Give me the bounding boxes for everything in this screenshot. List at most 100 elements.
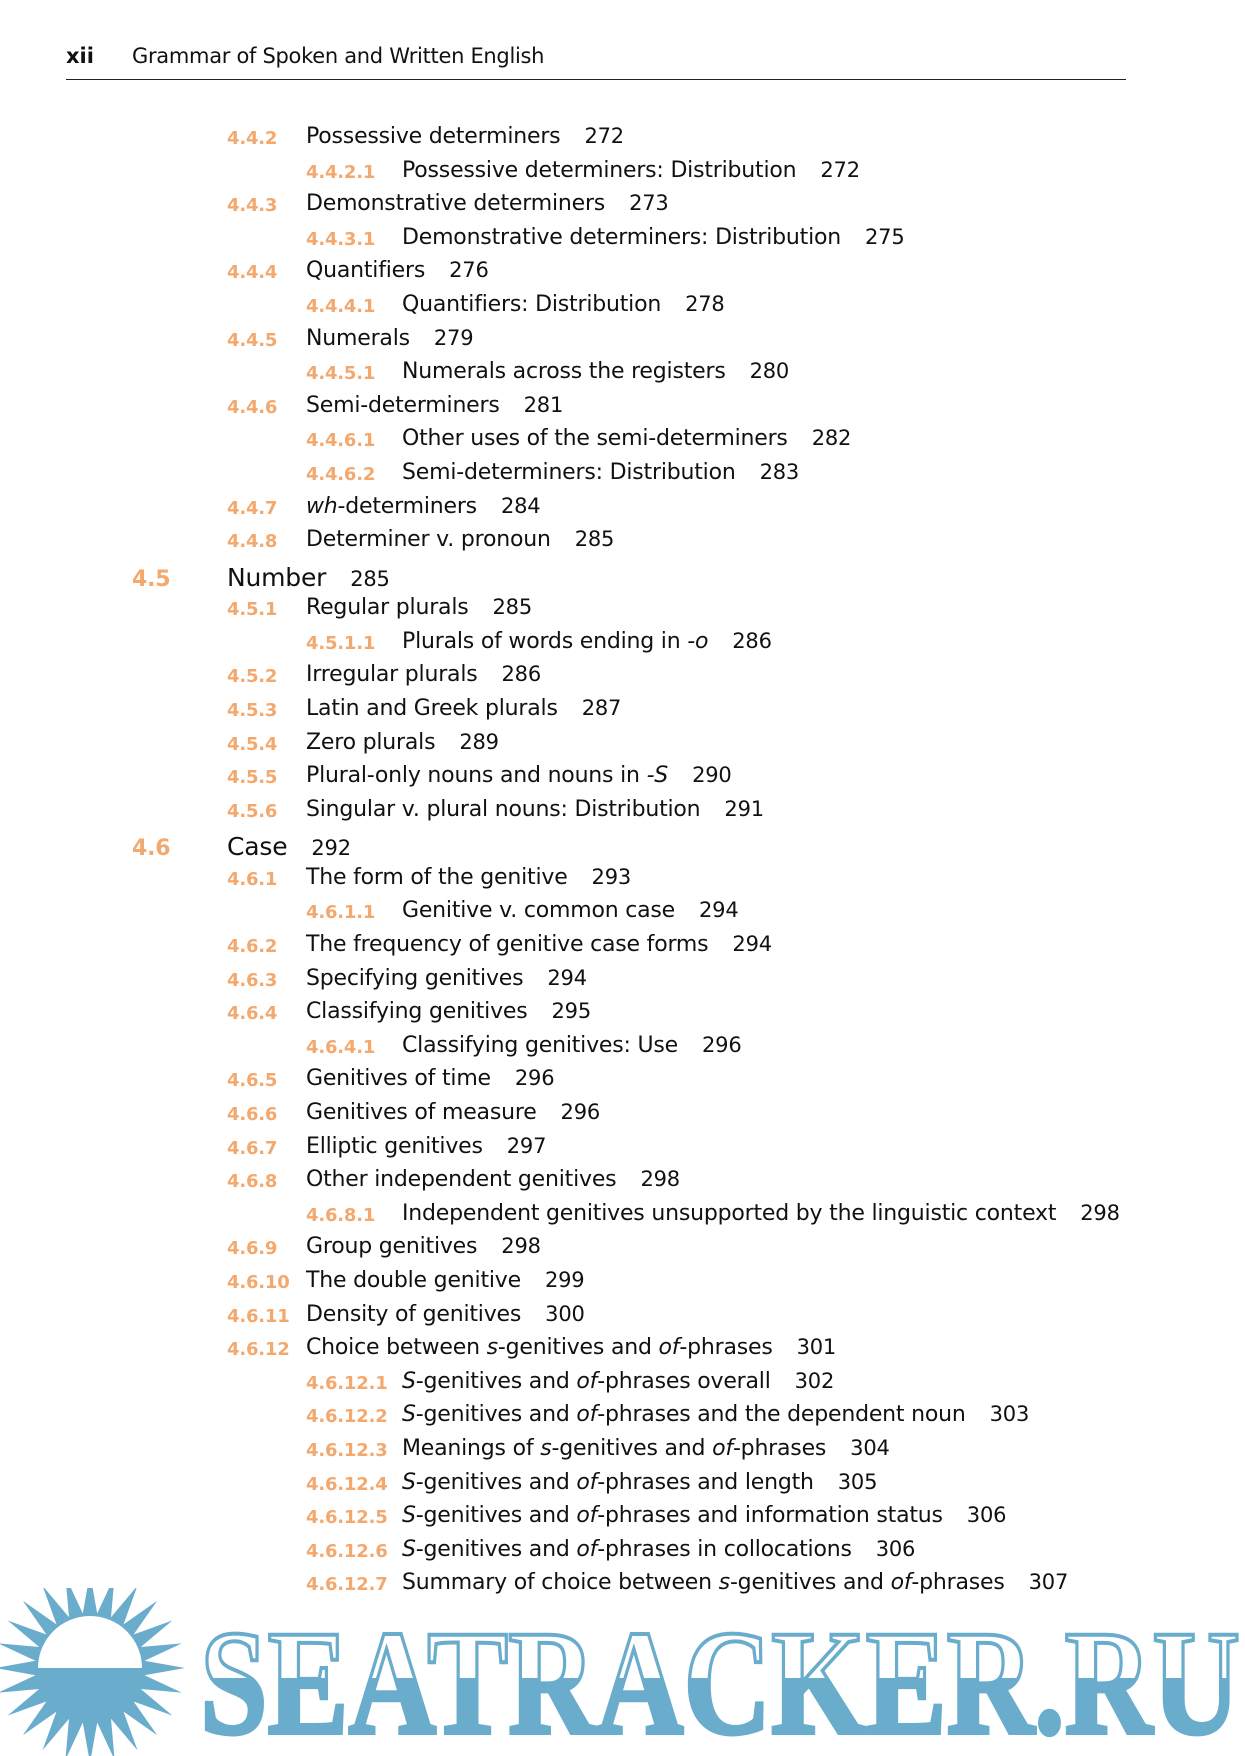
toc-entry[interactable]: 4.6.12.5 S-genitives and of-phrases and i… xyxy=(0,1503,1245,1537)
title-segment: Elliptic genitives xyxy=(306,1133,483,1159)
toc-entry[interactable]: 4.6.12.7 Summary of choice between s-geni… xyxy=(0,1570,1245,1604)
title-segment: -phrases in collocations xyxy=(597,1536,852,1562)
page-folio: xii xyxy=(66,44,94,68)
toc-entry[interactable]: 4.4.6.1 Other uses of the semi-determiner… xyxy=(0,426,1245,460)
book-title: Grammar of Spoken and Written English xyxy=(132,44,545,68)
toc-entry[interactable]: 4.6.9 Group genitives 298 xyxy=(0,1234,1245,1268)
toc-entry[interactable]: 4.4.5.1 Numerals across the registers 280 xyxy=(0,359,1245,393)
page-number: 285 xyxy=(350,566,390,591)
section-title: Case 292 xyxy=(227,832,351,861)
toc-entry[interactable]: 4.6.12.4 S-genitives and of-phrases and l… xyxy=(0,1470,1245,1504)
section-title: The form of the genitive 293 xyxy=(306,865,631,890)
title-segment: Demonstrative determiners: Distribution xyxy=(402,224,842,250)
section-number: 4.4.6 xyxy=(227,396,278,418)
section-title: Classifying genitives: Use 296 xyxy=(402,1032,742,1058)
section-title: Number 285 xyxy=(227,563,390,592)
toc-entry[interactable]: 4.6.4.1 Classifying genitives: Use 296 xyxy=(0,1033,1245,1067)
title-segment: Case xyxy=(227,832,288,862)
section-number: 4.5 xyxy=(132,566,171,592)
toc-entry[interactable]: 4.6.3 Specifying genitives 294 xyxy=(0,966,1245,1000)
toc-entry[interactable]: 4.5.1.1 Plurals of words ending in -o 286 xyxy=(0,629,1245,663)
section-title: Plural-only nouns and nouns in -S 290 xyxy=(306,763,732,788)
toc-entry[interactable]: 4.4.5 Numerals 279 xyxy=(0,326,1245,360)
toc-entry[interactable]: 4.6.5 Genitives of time 296 xyxy=(0,1066,1245,1100)
section-number: 4.6.12.6 xyxy=(306,1540,388,1562)
toc-entry[interactable]: 4.4.2.1 Possessive determiners: Distribut… xyxy=(0,158,1245,192)
toc-entry[interactable]: 4.6.12.3 Meanings of s-genitives and of-p… xyxy=(0,1436,1245,1470)
toc-entry[interactable]: 4.5.5 Plural-only nouns and nouns in -S 29… xyxy=(0,763,1245,797)
title-segment: Independent genitives unsupported by the… xyxy=(402,1200,1057,1226)
toc-entry[interactable]: 4.5.4 Zero plurals 289 xyxy=(0,730,1245,764)
page-number: 283 xyxy=(759,459,800,484)
title-segment: Genitives of measure xyxy=(306,1100,537,1126)
toc-entry[interactable]: 4.5.1 Regular plurals 285 xyxy=(0,595,1245,629)
title-segment: -genitives and xyxy=(551,1435,713,1461)
page-number: 294 xyxy=(732,932,772,957)
toc-entry[interactable]: 4.6.6 Genitives of measure 296 xyxy=(0,1100,1245,1134)
page-number: 294 xyxy=(547,965,587,990)
section-title: Regular plurals 285 xyxy=(306,595,532,620)
title-segment: -genitives and xyxy=(415,1503,577,1529)
toc-entry[interactable]: 4.6.4 Classifying genitives 295 xyxy=(0,999,1245,1033)
section-number: 4.6.5 xyxy=(227,1070,278,1092)
title-segment: S xyxy=(402,1503,416,1529)
toc-entry[interactable]: 4.6.2 The frequency of genitive case form… xyxy=(0,932,1245,966)
toc-entry[interactable]: 4.5 Number 285 xyxy=(0,561,1245,596)
toc-entry[interactable]: 4.6.11 Density of genitives 300 xyxy=(0,1302,1245,1336)
title-segment: Genitive v. common case xyxy=(402,898,676,924)
toc-entry[interactable]: 4.4.3 Demonstrative determiners 273 xyxy=(0,191,1245,225)
toc-entry[interactable]: 4.6.10 The double genitive 299 xyxy=(0,1268,1245,1302)
section-number: 4.4.6.1 xyxy=(306,430,376,452)
title-segment: Summary of choice between xyxy=(402,1570,719,1596)
title-segment: Semi-determiners xyxy=(306,392,500,418)
page-number: 286 xyxy=(732,628,772,653)
section-number: 4.6.7 xyxy=(227,1137,278,1159)
section-title: Demonstrative determiners 273 xyxy=(306,191,669,216)
toc-entry[interactable]: 4.4.6.2 Semi-determiners: Distribution 283 xyxy=(0,460,1245,494)
section-number: 4.5.3 xyxy=(227,700,278,721)
page-number: 299 xyxy=(544,1268,585,1292)
title-segment: Classifying genitives: Use xyxy=(402,1032,678,1058)
page-number: 272 xyxy=(820,157,860,182)
toc-entry[interactable]: 4.6.8.1 Independent genitives unsupported… xyxy=(0,1201,1245,1235)
title-segment: Singular v. plural nouns: Distribution xyxy=(306,796,701,822)
section-title: Other independent genitives 298 xyxy=(306,1167,680,1192)
toc-entry[interactable]: 4.4.7 wh-determiners 284 xyxy=(0,494,1245,528)
toc-entry[interactable]: 4.6.1.1 Genitive v. common case 294 xyxy=(0,898,1245,932)
page-number: 294 xyxy=(699,898,739,923)
toc-entry[interactable]: 4.4.6 Semi-determiners 281 xyxy=(0,393,1245,427)
toc-entry[interactable]: 4.6 Case 292 xyxy=(0,830,1245,865)
section-title: Other uses of the semi-determiners 282 xyxy=(402,426,851,451)
toc-entry[interactable]: 4.4.8 Determiner v. pronoun 285 xyxy=(0,527,1245,561)
page-number: 279 xyxy=(433,325,474,350)
toc-entry[interactable]: 4.4.4.1 Quantifiers: Distribution 278 xyxy=(0,292,1245,326)
toc-entry[interactable]: 4.6.12.1 S-genitives and of-phrases overa… xyxy=(0,1369,1245,1403)
title-segment: Quantifiers: Distribution xyxy=(402,291,662,317)
section-title: S-genitives and of-phrases and informati… xyxy=(402,1503,1006,1528)
section-title: Quantifiers: Distribution 278 xyxy=(402,292,725,317)
toc-entry[interactable]: 4.5.2 Irregular plurals 286 xyxy=(0,662,1245,696)
toc-entry[interactable]: 4.4.3.1 Demonstrative determiners: Distri… xyxy=(0,225,1245,259)
section-title: Numerals across the registers 280 xyxy=(402,359,789,384)
toc-entry[interactable]: 4.4.2 Possessive determiners 272 xyxy=(0,124,1245,158)
section-number: 4.4.3 xyxy=(227,195,278,217)
toc-entry[interactable]: 4.6.1 The form of the genitive 293 xyxy=(0,865,1245,899)
title-segment: S xyxy=(402,1536,416,1562)
title-segment: Genitives of time xyxy=(306,1066,491,1092)
toc-entry[interactable]: 4.4.4 Quantifiers 276 xyxy=(0,258,1245,292)
toc-entry[interactable]: 4.5.3 Latin and Greek plurals 287 xyxy=(0,696,1245,730)
toc-entry[interactable]: 4.6.12.6 S-genitives and of-phrases in co… xyxy=(0,1537,1245,1571)
section-title: Classifying genitives 295 xyxy=(306,999,591,1024)
title-segment: Numerals across the registers xyxy=(402,359,726,385)
page-number: 300 xyxy=(545,1301,585,1326)
toc-entry[interactable]: 4.5.6 Singular v. plural nouns: Distribut… xyxy=(0,797,1245,831)
toc-entry[interactable]: 4.6.7 Elliptic genitives 297 xyxy=(0,1134,1245,1168)
section-number: 4.5.1.1 xyxy=(306,632,376,654)
title-segment: Regular plurals xyxy=(306,595,469,621)
sun-icon xyxy=(0,1588,185,1756)
title-segment: of xyxy=(576,1503,598,1529)
section-number: 4.6.11 xyxy=(227,1305,290,1327)
toc-entry[interactable]: 4.6.12.2 S-genitives and of-phrases and t… xyxy=(0,1402,1245,1436)
toc-entry[interactable]: 4.6.12 Choice between s-genitives and of-… xyxy=(0,1335,1245,1369)
toc-entry[interactable]: 4.6.8 Other independent genitives 298 xyxy=(0,1167,1245,1201)
